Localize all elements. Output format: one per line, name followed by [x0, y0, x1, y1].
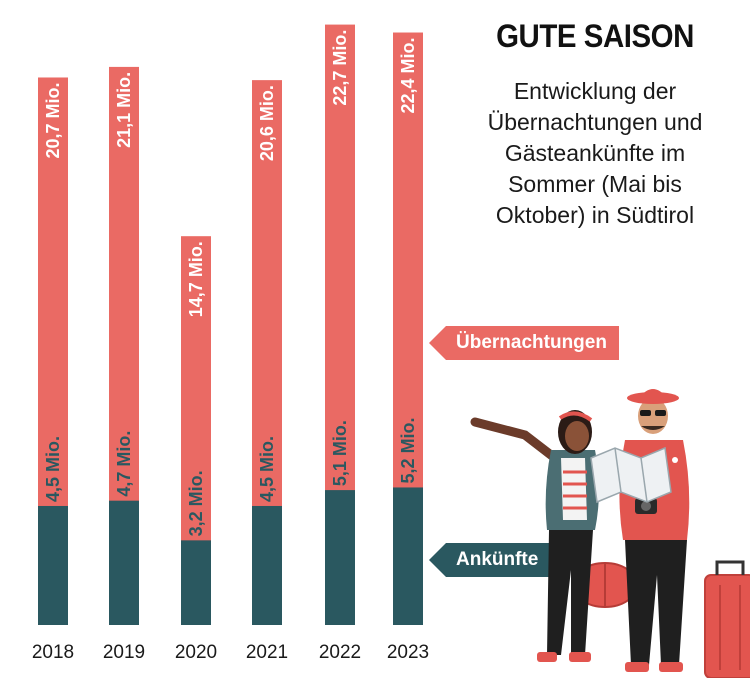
bar-arrivals: [38, 505, 68, 625]
subtitle-line: Oktober) in Südtirol: [495, 202, 695, 228]
x-tick-label: 2023: [387, 642, 429, 663]
bar-label-arrivals: 3,2 Mio.: [186, 470, 206, 536]
bar-arrivals: [393, 487, 423, 625]
bar-label-arrivals: 4,5 Mio.: [43, 436, 63, 502]
x-tick-label: 2018: [32, 642, 74, 663]
tourists-illustration: [470, 389, 750, 678]
bar-arrivals: [181, 540, 211, 625]
bar-chart: 20,7 Mio. 4,5 Mio. 2018 21,1 Mio. 4,7 Mio. 20…: [32, 24, 429, 663]
subtitle-line: Entwicklung der: [513, 78, 677, 104]
bar-label-arrivals: 4,5 Mio.: [257, 436, 277, 502]
woman-figure: [470, 410, 599, 662]
subtitle-line: Übernachtungen und: [487, 109, 703, 135]
bar-label-overnight: 20,6 Mio.: [257, 85, 277, 161]
bar-label-arrivals: 5,2 Mio.: [398, 417, 418, 483]
bar-label-overnight: 22,4 Mio.: [398, 38, 418, 114]
bar-arrivals: [252, 505, 282, 625]
bar-arrivals: [109, 500, 139, 625]
bar-arrivals: [325, 490, 355, 625]
legend-arrivals-tag: Ankünfte: [428, 543, 551, 577]
legend-overnight-tag: Übernachtungen: [429, 326, 619, 360]
bar-label-arrivals: 4,7 Mio.: [114, 431, 134, 497]
chart-title: GUTE SAISON: [496, 18, 694, 54]
map-icon: [590, 446, 672, 504]
bar-label-overnight: 20,7 Mio.: [43, 82, 63, 158]
x-tick-label: 2020: [175, 642, 217, 663]
bar-label-overnight: 14,7 Mio.: [186, 241, 206, 317]
bar-label-overnight: 21,1 Mio.: [114, 72, 134, 148]
chart-subtitle: Entwicklung der Übernachtungen und Gäste…: [440, 76, 750, 231]
suitcase-icon: [704, 560, 750, 678]
x-tick-label: 2019: [103, 642, 145, 663]
bar-label-arrivals: 5,1 Mio.: [330, 420, 350, 486]
man-figure: [619, 389, 690, 672]
bar-label-overnight: 22,7 Mio.: [330, 30, 350, 106]
subtitle-line: Gästeankünfte im: [504, 140, 686, 166]
x-tick-label: 2021: [246, 642, 288, 663]
subtitle-line: Sommer (Mai bis: [508, 171, 682, 197]
x-tick-label: 2022: [319, 642, 361, 663]
